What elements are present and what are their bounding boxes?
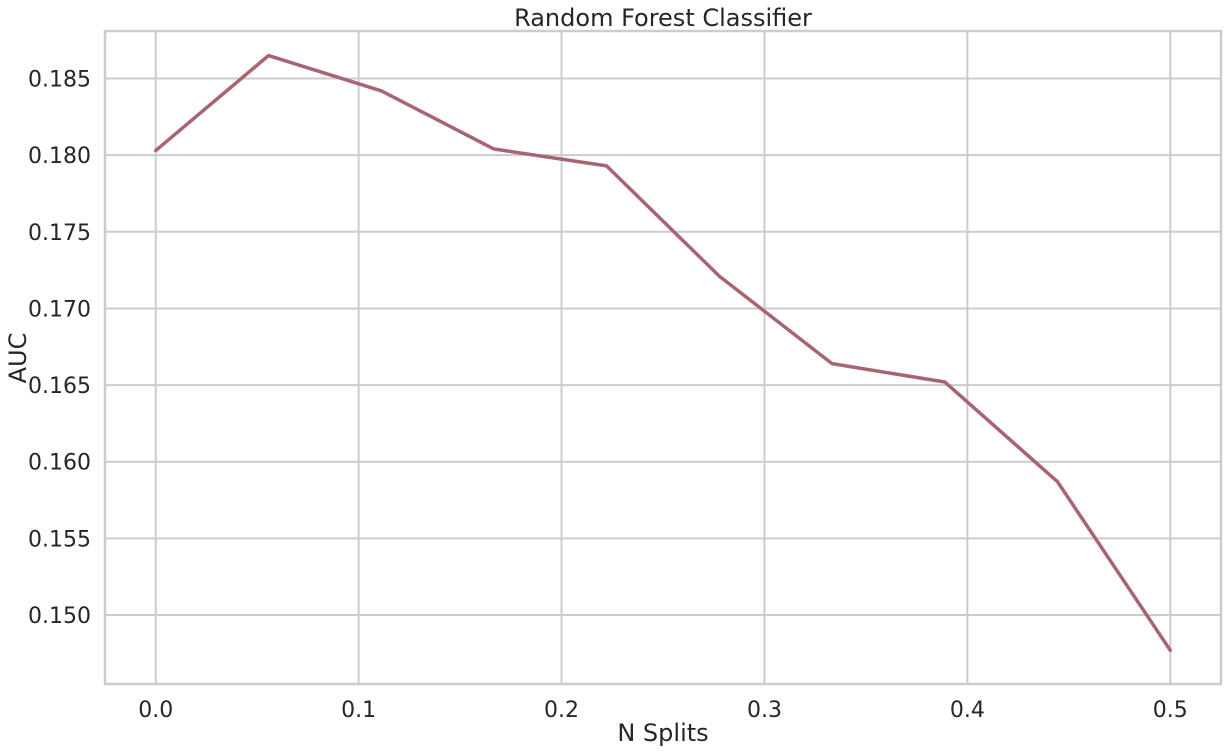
series-line	[153, 53, 1173, 653]
x-tick-label: 0.4	[950, 698, 985, 723]
series-layer	[153, 53, 1173, 653]
plot-frame	[103, 29, 1223, 686]
y-tick-label: 0.175	[28, 221, 91, 246]
y-axis-label: AUC	[4, 333, 32, 384]
y-tick-label: 0.150	[28, 604, 91, 629]
y-tick-label: 0.160	[28, 451, 91, 476]
y-axis-ticks: 0.150 0.155 0.160 0.165 0.170 0.175 0.180 0.185	[28, 68, 91, 630]
x-tick-label: 0.5	[1153, 698, 1188, 723]
x-tick-label: 0.1	[341, 698, 376, 723]
grid	[105, 31, 1221, 684]
x-axis-label: N Splits	[617, 719, 708, 747]
x-tick-label: 0.3	[747, 698, 782, 723]
y-tick-label: 0.155	[28, 527, 91, 552]
plot-border	[103, 29, 1223, 686]
x-tick-label: 0.2	[544, 698, 579, 723]
y-tick-label: 0.185	[28, 68, 91, 93]
chart-title: Random Forest Classifier	[514, 4, 812, 32]
x-tick-label: 0.0	[138, 698, 173, 723]
x-axis-ticks: 0.0 0.1 0.2 0.3 0.4 0.5	[138, 698, 1188, 723]
y-tick-label: 0.165	[28, 374, 91, 399]
y-tick-label: 0.170	[28, 297, 91, 322]
y-tick-label: 0.180	[28, 144, 91, 169]
